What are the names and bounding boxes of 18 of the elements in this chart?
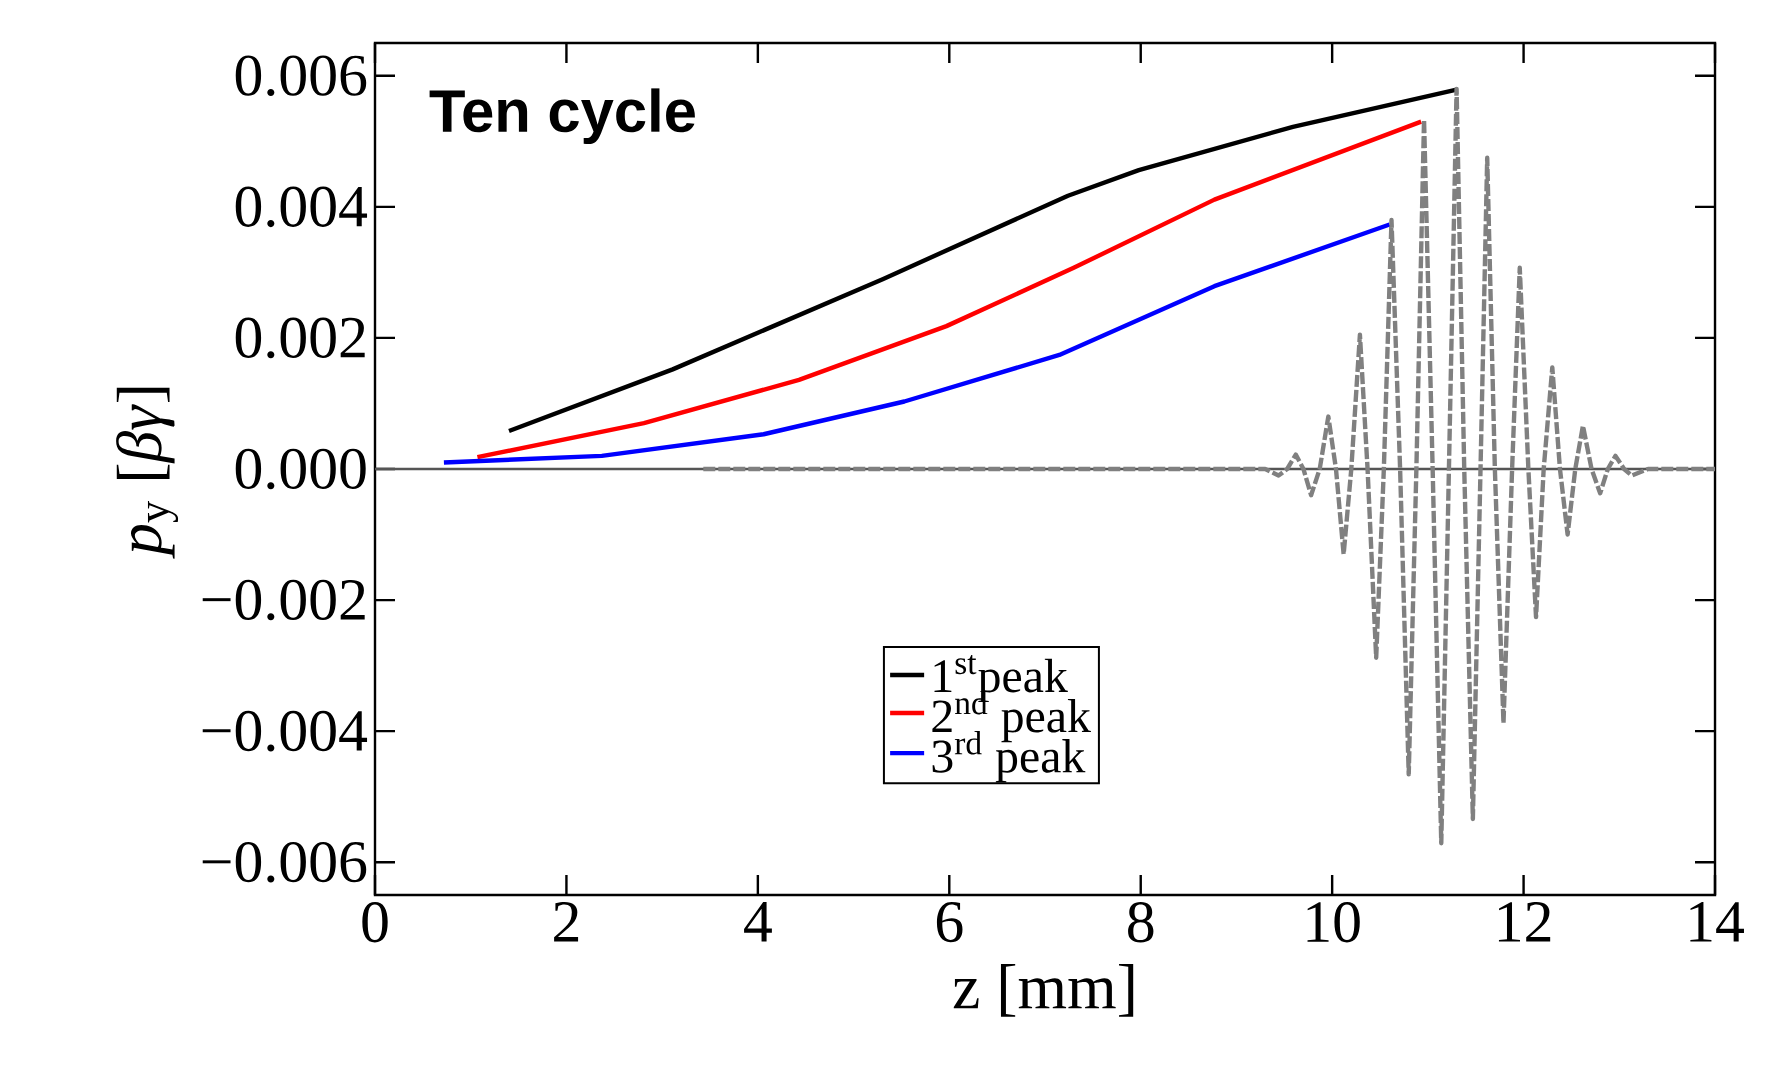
annotation: Ten cycle [429, 88, 695, 145]
x-tick-label: 12 [1498, 902, 1551, 942]
y-tick-label: 0.004 [235, 186, 368, 228]
y-axis-title: p$_{y}$ [βγ] [116, 387, 179, 559]
y-tick-label: 0.000 [235, 448, 366, 490]
x-tick-label: 6 [936, 902, 963, 943]
x-tick-label: 10 [1307, 902, 1360, 943]
x-tick-label: 0 [362, 902, 388, 943]
y-tick-label: 0.002 [235, 317, 365, 359]
x-axis-title: z [mm] [953, 964, 1134, 1017]
x-tick-label: 14 [1690, 902, 1744, 942]
y-tick-label: −0.004 [202, 710, 368, 752]
y-tick-label: −0.002 [202, 579, 365, 621]
y-tick-label: 0.006 [235, 55, 367, 97]
x-tick-label: 2 [554, 902, 579, 942]
x-tick-label: 8 [1128, 902, 1154, 943]
y-tick-label: −0.006 [202, 841, 367, 883]
x-tick-label: 4 [744, 902, 772, 942]
